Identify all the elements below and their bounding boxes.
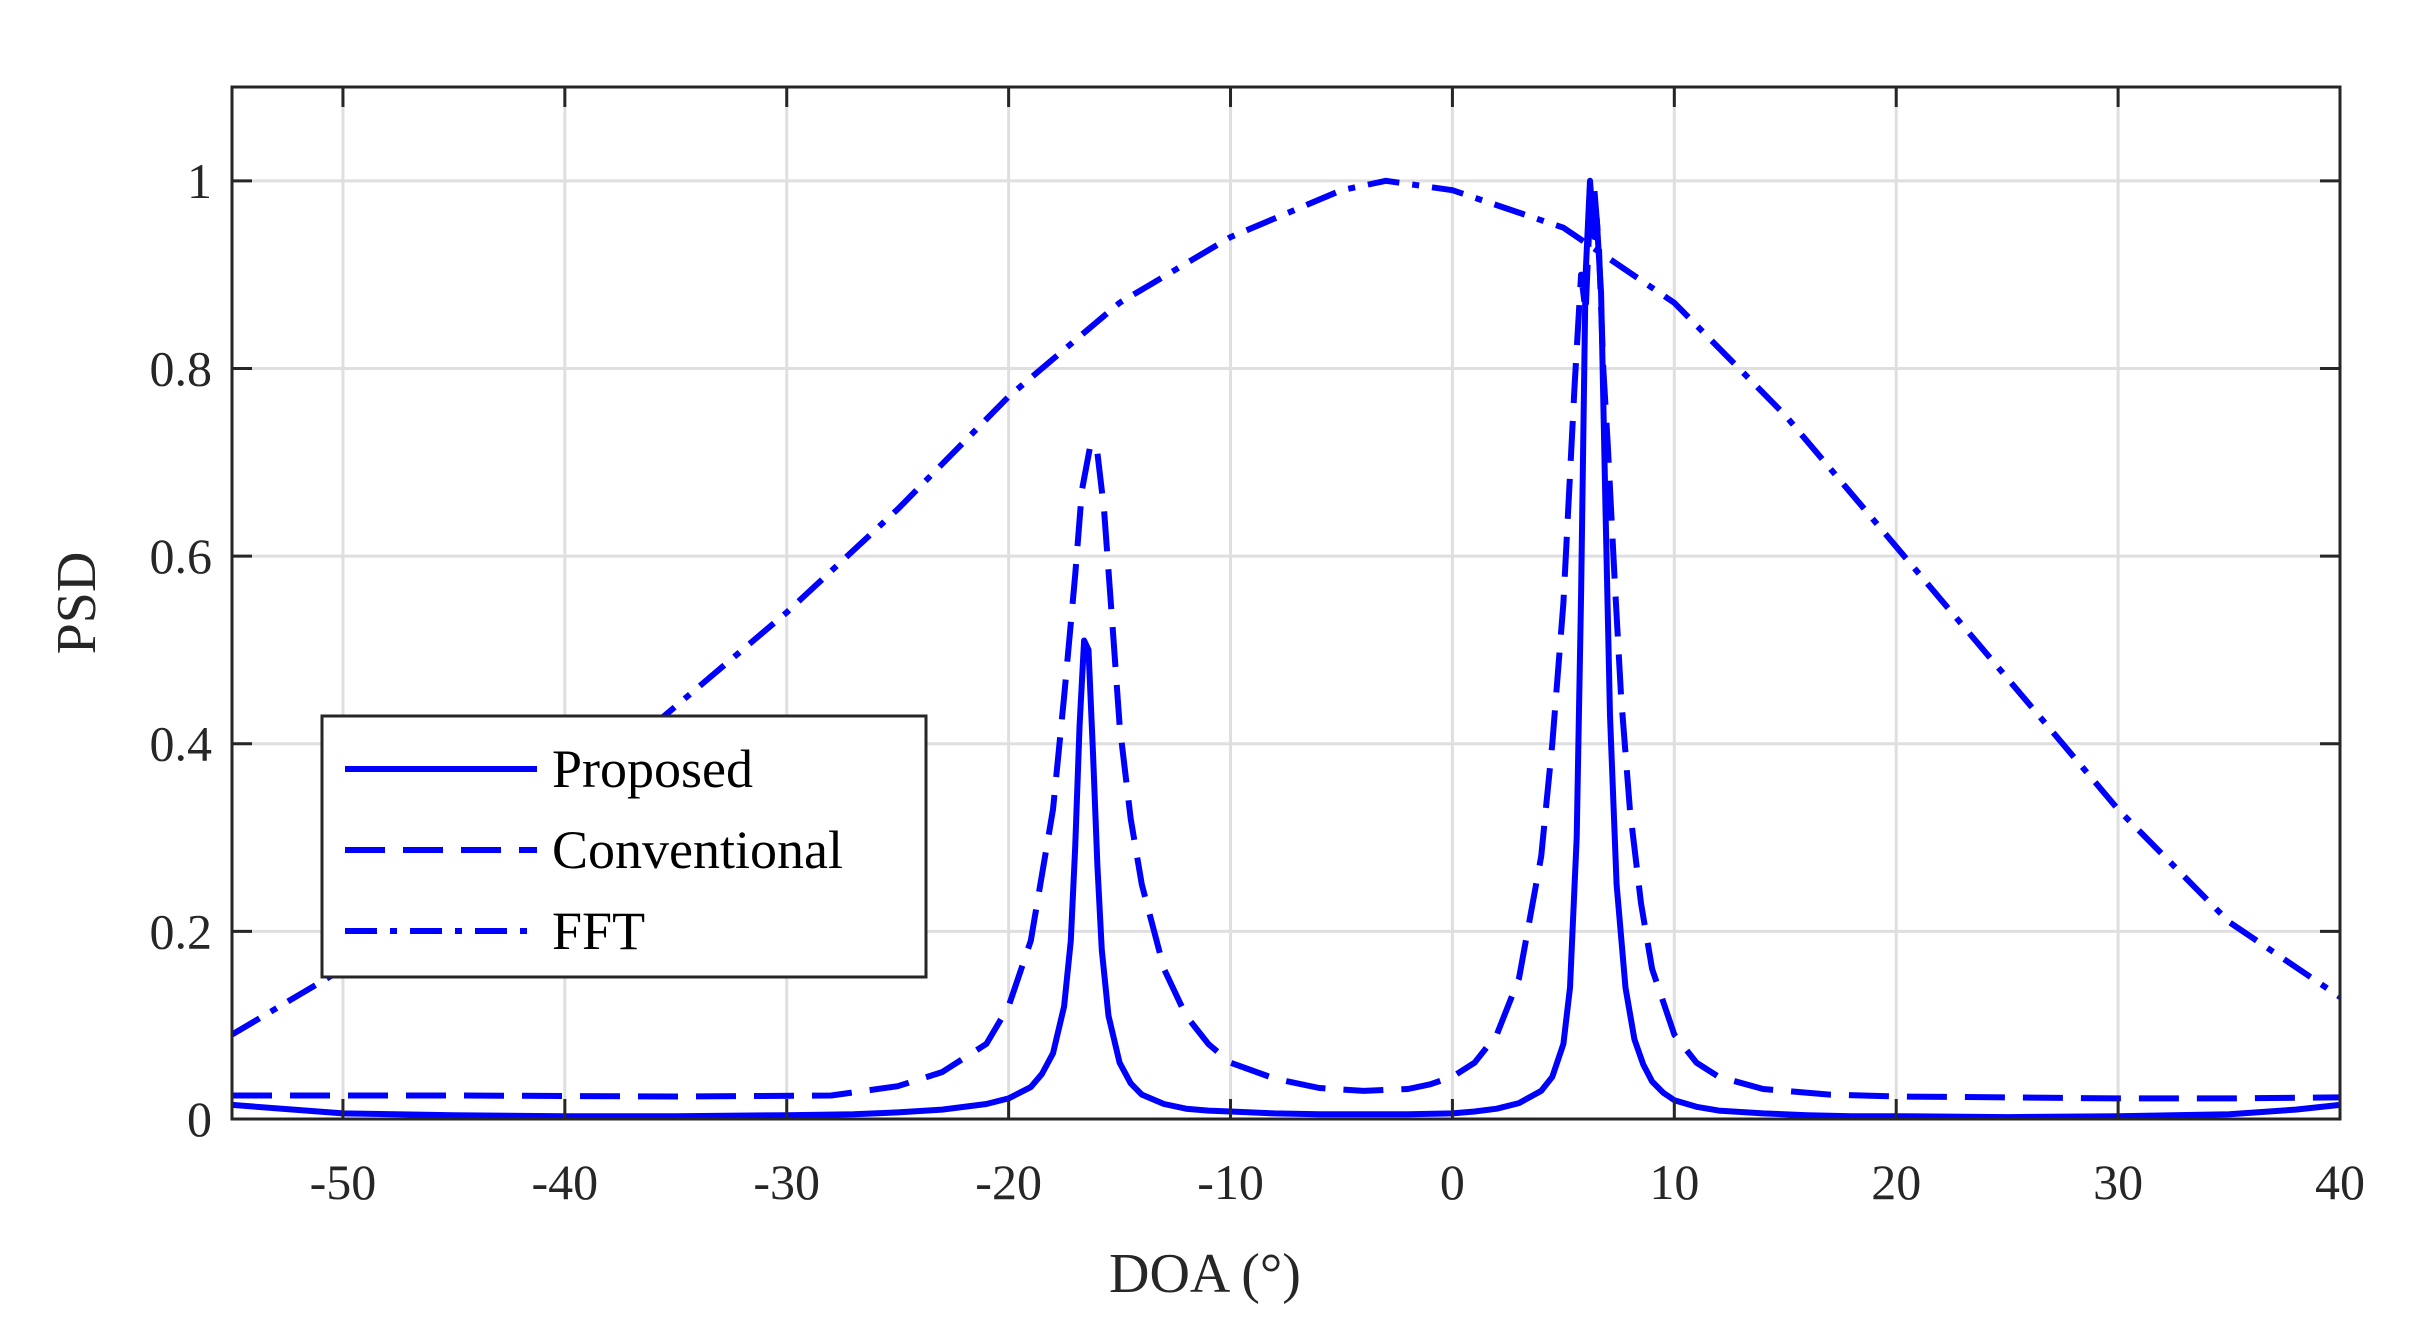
x-tick-label: 10 — [1649, 1154, 1699, 1210]
x-tick-label: 0 — [1440, 1154, 1465, 1210]
x-tick-label: -10 — [1197, 1154, 1264, 1210]
series-line-proposed — [231, 177, 2341, 1121]
legend-label-proposed: Proposed — [552, 739, 753, 799]
x-tick-label: -20 — [975, 1154, 1042, 1210]
y-tick-label: 1 — [187, 153, 212, 209]
x-tick-label: 20 — [1871, 1154, 1921, 1210]
y-axis-label: PSD — [46, 552, 108, 655]
x-tick-label: -50 — [310, 1154, 377, 1210]
y-tick-label: 0.4 — [150, 716, 213, 772]
tick-labels: -50 -40 -30 -20 -10 0 10 20 30 40 0 0.2 0.4 0.6 0.8 1 — [150, 153, 2366, 1210]
x-tick-label: -30 — [753, 1154, 820, 1210]
legend: Proposed Conventional FFT — [320, 714, 928, 979]
y-tick-label: 0.6 — [150, 528, 213, 584]
x-tick-label: 40 — [2315, 1154, 2365, 1210]
x-tick-label: 30 — [2093, 1154, 2143, 1210]
x-tick-label: -40 — [532, 1154, 599, 1210]
y-tick-label: 0.8 — [150, 340, 213, 396]
x-axis-label: DOA (°) — [1109, 1243, 1301, 1305]
y-tick-label: 0 — [187, 1091, 212, 1147]
plot-frame — [230, 85, 2342, 1121]
legend-label-conventional: Conventional — [552, 820, 843, 880]
legend-label-fft: FFT — [552, 901, 645, 961]
y-tick-label: 0.2 — [150, 903, 213, 959]
